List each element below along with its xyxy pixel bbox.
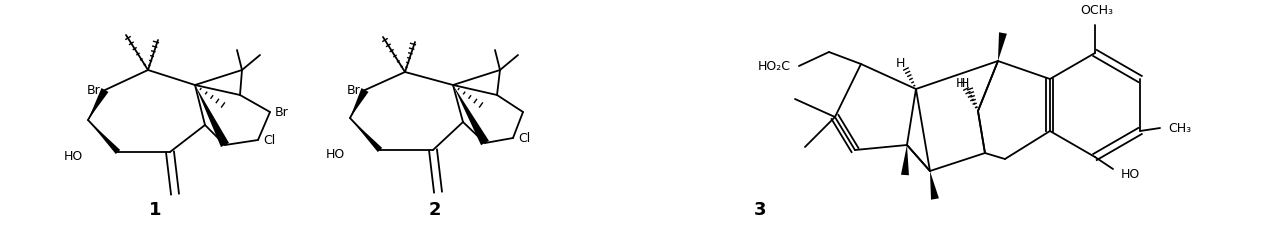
Text: HO₂C: HO₂C [758,60,790,73]
Text: OCH₃: OCH₃ [1080,4,1114,17]
Text: H: H [960,76,969,89]
Polygon shape [350,88,368,118]
Polygon shape [195,85,230,147]
Polygon shape [901,145,908,175]
Text: 3: 3 [753,201,766,219]
Text: HO: HO [1121,168,1141,182]
Polygon shape [350,118,382,152]
Text: Cl: Cl [518,131,530,145]
Text: Br: Br [346,83,361,97]
Text: 2: 2 [429,201,441,219]
Text: 1: 1 [149,201,162,219]
Polygon shape [453,85,489,145]
Polygon shape [89,120,121,154]
Text: Cl: Cl [263,134,276,146]
Text: Br: Br [275,106,289,119]
Polygon shape [89,88,109,120]
Polygon shape [998,32,1007,61]
Text: H: H [896,57,905,70]
Text: Br: Br [86,83,100,97]
Text: HO: HO [64,151,83,164]
Polygon shape [930,171,939,200]
Text: H: H [956,76,965,89]
Text: HO: HO [326,149,345,161]
Text: CH₃: CH₃ [1168,122,1191,134]
